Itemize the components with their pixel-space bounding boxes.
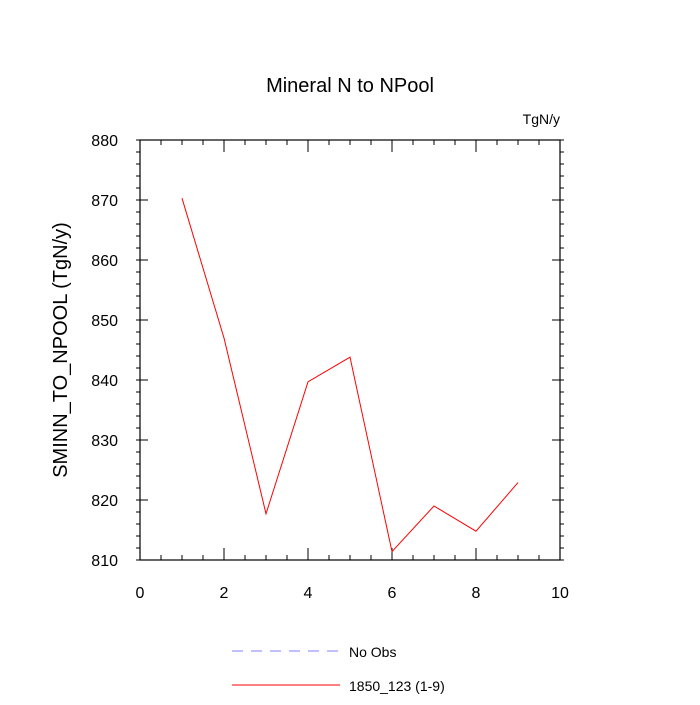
- axis-ticks: [136, 139, 564, 561]
- y-tick-label: 870: [91, 193, 118, 210]
- x-tick-label: 8: [472, 585, 481, 602]
- x-tick-label: 2: [220, 585, 229, 602]
- y-tick-label: 810: [91, 553, 118, 570]
- y-tick-label: 860: [91, 253, 118, 270]
- legend-label: 1850_123 (1-9): [349, 678, 445, 694]
- y-tick-label: 880: [91, 133, 118, 150]
- y-tick-label: 850: [91, 313, 118, 330]
- series-line: [181, 198, 519, 553]
- y-tick-label: 820: [91, 493, 118, 510]
- legend-label: No Obs: [349, 644, 396, 660]
- x-tick-label: 6: [388, 585, 397, 602]
- series-layer: [181, 198, 519, 553]
- y-axis-label: SMINN_TO_NPOOL (TgN/y): [50, 222, 72, 478]
- x-tick-label: 0: [136, 585, 145, 602]
- y-tick-label: 840: [91, 373, 118, 390]
- x-tick-label: 10: [551, 585, 569, 602]
- units-label: TgN/y: [523, 111, 560, 127]
- chart-title: Mineral N to NPool: [266, 75, 434, 97]
- plot-frame: [139, 139, 561, 561]
- x-tick-label: 4: [304, 585, 313, 602]
- y-tick-label: 830: [91, 433, 118, 450]
- legend: No Obs 1850_123 (1-9): [232, 644, 445, 694]
